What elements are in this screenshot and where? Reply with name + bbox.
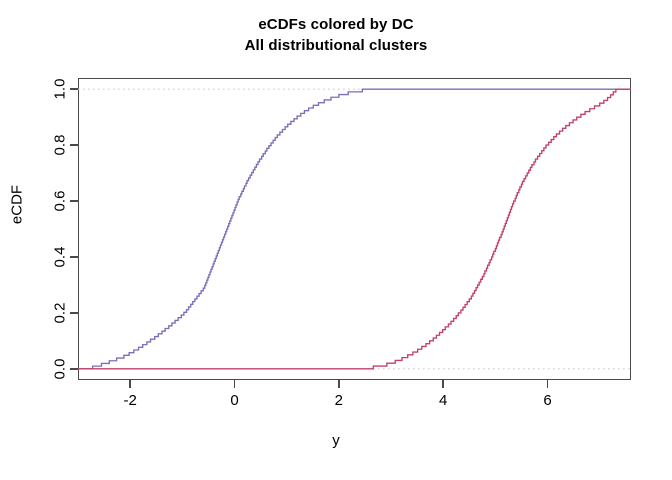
y-tick-label-0: 0.0 <box>51 358 69 380</box>
y-tick-label-5: 1.0 <box>51 78 69 100</box>
y-tick-5 <box>70 88 78 90</box>
y-axis-title: eCDF <box>8 184 26 225</box>
plot-area <box>78 88 631 370</box>
x-tick-label-1: 0 <box>230 392 239 409</box>
x-tick-label-0: -2 <box>123 392 137 409</box>
y-tick-label-3: 0.6 <box>51 190 69 212</box>
y-tick-label-1: 0.2 <box>51 302 69 324</box>
plot-frame <box>78 78 631 380</box>
chart-subtitle: All distributional clusters <box>244 37 428 54</box>
y-tick-4 <box>70 144 78 146</box>
y-tick-label-2: 0.4 <box>51 246 69 268</box>
y-tick-3 <box>70 200 78 202</box>
ecdf-curve-2 <box>78 88 631 370</box>
chart-title-block: eCDFs colored by DC All distributional c… <box>0 14 672 56</box>
ecdf-curve-1 <box>78 88 631 370</box>
x-axis-title: y <box>332 432 340 449</box>
chart-title: eCDFs colored by DC <box>258 16 414 33</box>
x-tick-1 <box>233 380 236 388</box>
x-tick-label-4: 6 <box>543 392 552 409</box>
x-tick-2 <box>338 380 340 388</box>
y-tick-2 <box>70 256 78 258</box>
y-tick-1 <box>70 312 78 314</box>
x-tick-3 <box>442 380 444 388</box>
y-tick-0 <box>70 368 78 370</box>
x-tick-label-2: 2 <box>334 392 344 409</box>
x-tick-0 <box>129 380 131 388</box>
y-tick-label-4: 0.8 <box>51 134 69 156</box>
x-tick-4 <box>546 380 549 388</box>
x-tick-label-3: 4 <box>439 392 448 409</box>
